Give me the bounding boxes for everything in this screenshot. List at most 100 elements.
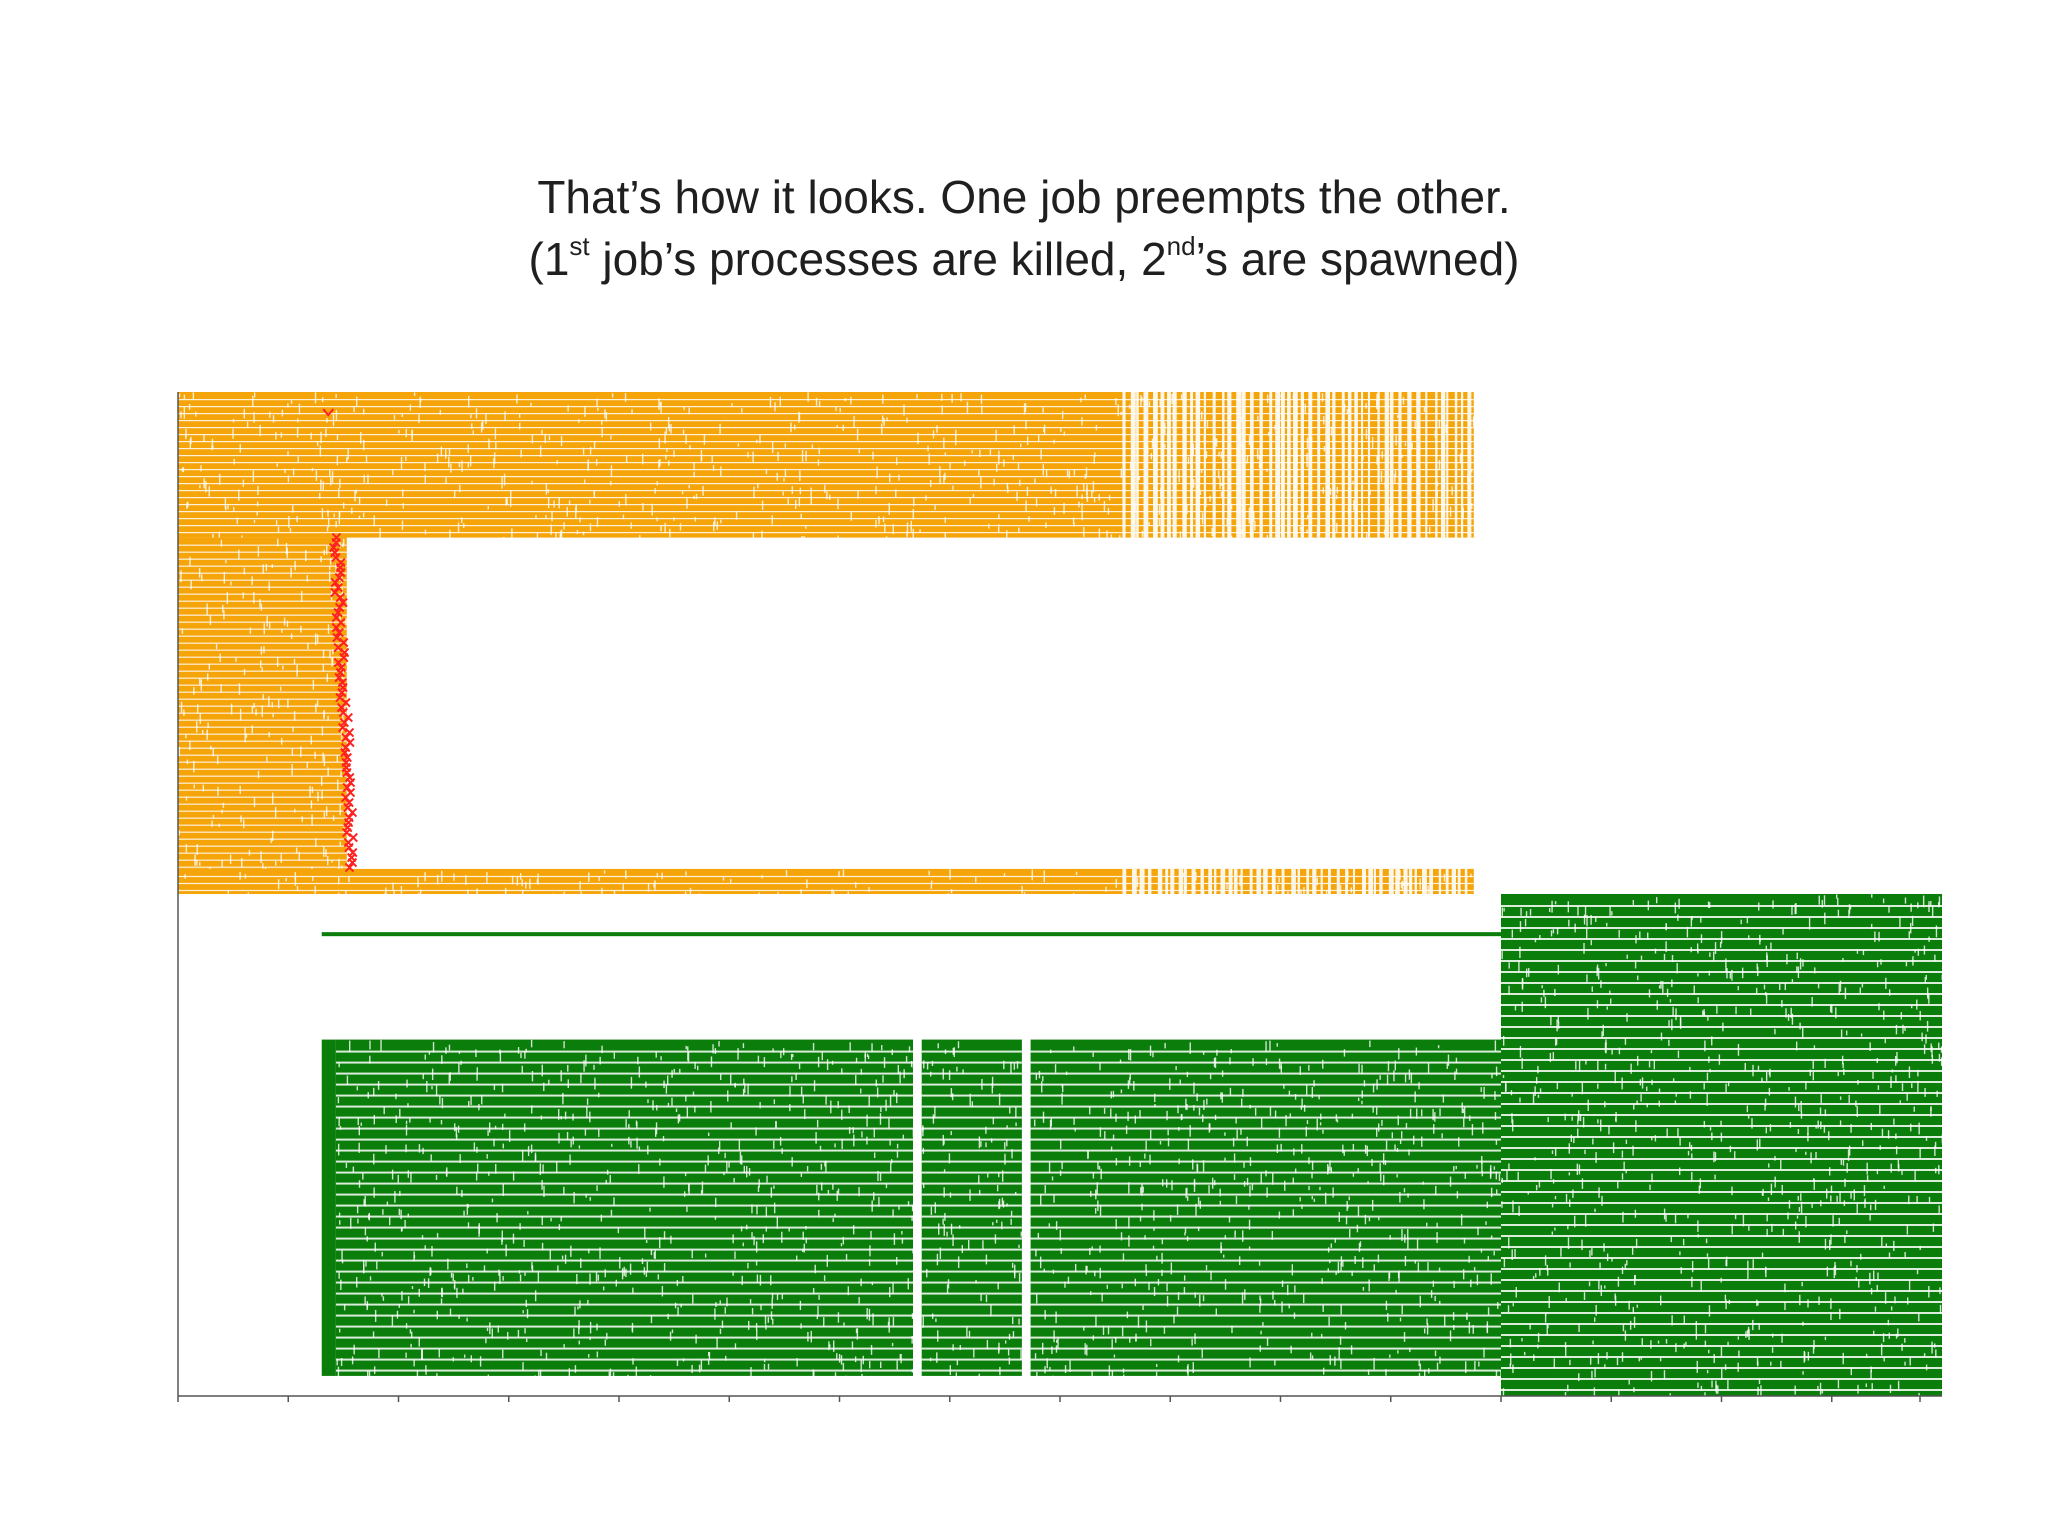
speck (1576, 1163, 1579, 1175)
sparse-gap (1143, 392, 1149, 538)
speck (606, 1332, 608, 1340)
speck (821, 1052, 823, 1061)
speck (1119, 535, 1121, 539)
speck (1078, 501, 1080, 508)
speck (734, 1251, 736, 1259)
speck (1839, 1120, 1842, 1127)
speck (1608, 1125, 1610, 1135)
speck (1054, 1064, 1057, 1073)
speck (1551, 900, 1553, 913)
speck (1830, 1298, 1832, 1310)
speck (597, 1274, 600, 1281)
speck (1885, 977, 1887, 990)
speck (1249, 1157, 1252, 1166)
speck (1248, 507, 1251, 520)
speck (960, 393, 962, 402)
speck (1888, 906, 1890, 913)
speck (257, 546, 260, 557)
speck (1266, 1187, 1268, 1198)
speck (1713, 951, 1715, 961)
speck (1363, 1080, 1366, 1087)
speck (941, 393, 943, 401)
row-separator (921, 1204, 1022, 1207)
speck (1097, 1161, 1099, 1170)
speck (1796, 966, 1798, 973)
speck (239, 785, 241, 794)
row-separator (335, 1160, 913, 1163)
speck (1129, 1077, 1131, 1084)
speck (1220, 1092, 1222, 1100)
speck (589, 446, 592, 455)
speck (467, 1204, 469, 1208)
speck (1750, 1008, 1752, 1016)
speck (638, 1164, 640, 1175)
speck (1048, 1162, 1051, 1174)
speck (268, 731, 270, 738)
speck (840, 1355, 843, 1365)
speck (1774, 1028, 1776, 1035)
sparse-gap (1312, 868, 1317, 894)
speck (1887, 1319, 1890, 1326)
speck (511, 528, 513, 538)
speck (1578, 1060, 1581, 1072)
speck (985, 1126, 987, 1134)
speck (335, 521, 337, 528)
speck (1835, 1007, 1837, 1019)
speck (1519, 946, 1521, 958)
speck (1107, 507, 1110, 515)
speck (722, 877, 725, 881)
row-separator (178, 719, 347, 721)
speck (664, 431, 666, 444)
speck (1521, 1338, 1523, 1342)
speck (628, 1124, 630, 1129)
speck (1396, 1148, 1399, 1152)
speck (779, 396, 781, 406)
speck (400, 1209, 402, 1220)
speck (1336, 486, 1338, 494)
speck (892, 1209, 894, 1217)
speck (1184, 1228, 1187, 1234)
speck (576, 530, 579, 535)
speck (290, 400, 293, 404)
speck (1441, 1133, 1443, 1139)
speck (605, 1179, 607, 1185)
speck (936, 1253, 939, 1266)
speck (1305, 1126, 1307, 1137)
speck (1205, 536, 1207, 545)
speck (1452, 1312, 1455, 1321)
speck (1042, 464, 1045, 476)
speck (1765, 1266, 1767, 1278)
speck (752, 451, 754, 463)
speck (1334, 1238, 1336, 1243)
speck (256, 501, 259, 507)
speck (951, 394, 953, 403)
speck (805, 1237, 807, 1244)
speck (742, 1043, 745, 1049)
speck (1769, 1068, 1771, 1078)
speck (601, 426, 603, 438)
speck (1737, 986, 1739, 991)
speck (1462, 1108, 1465, 1114)
speck (1115, 1158, 1118, 1166)
speck (866, 1053, 869, 1058)
speck (793, 424, 796, 430)
speck (398, 1304, 400, 1308)
speck (772, 1318, 774, 1325)
speck (329, 558, 332, 565)
speck (1584, 1214, 1587, 1227)
speck (247, 892, 250, 901)
kill-marker (335, 592, 346, 603)
speck (580, 1258, 582, 1268)
sparse-gap (1440, 392, 1446, 538)
speck (336, 455, 339, 466)
speck (573, 1192, 575, 1204)
kill-marker (333, 582, 344, 593)
speck (407, 1170, 410, 1178)
sparse-gap (1457, 868, 1461, 894)
speck (1386, 1074, 1389, 1086)
speck (1127, 1111, 1129, 1121)
speck (517, 1047, 520, 1054)
speck (821, 1182, 823, 1191)
speck (283, 617, 286, 626)
speck (244, 727, 246, 733)
